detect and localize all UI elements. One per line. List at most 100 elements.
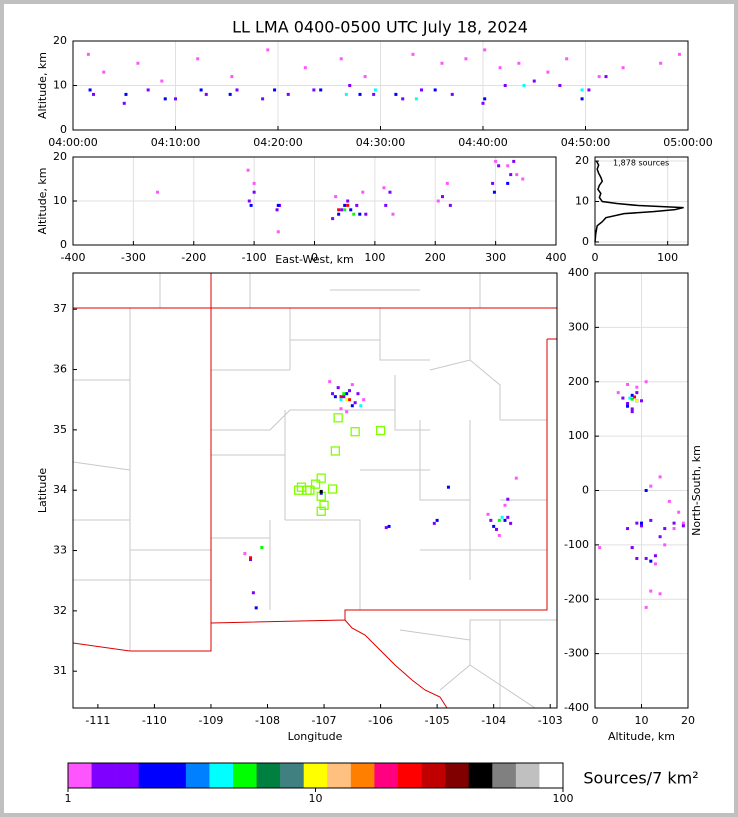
y-tick-label: 0 xyxy=(582,235,589,248)
source-point xyxy=(635,385,639,389)
source-point xyxy=(626,527,630,531)
source-point xyxy=(276,230,280,234)
source-point xyxy=(235,88,239,92)
source-point xyxy=(681,521,685,525)
x-tick-label: -111 xyxy=(85,714,110,727)
source-point xyxy=(532,79,536,83)
x-axis-label: Longitude xyxy=(288,730,343,743)
x-tick-label: -105 xyxy=(425,714,450,727)
source-point xyxy=(414,97,418,101)
source-point xyxy=(319,489,323,493)
source-point xyxy=(506,181,510,185)
x-axis-label: Altitude, km xyxy=(608,730,675,743)
station xyxy=(375,425,386,436)
station xyxy=(305,485,315,495)
colorbar-tick-label: 10 xyxy=(309,792,323,805)
altitude-histogram xyxy=(594,160,684,243)
source-point xyxy=(580,88,584,92)
source-point xyxy=(663,543,667,547)
colorbar-swatch xyxy=(303,763,328,788)
source-point xyxy=(546,70,550,74)
x-tick-label: 0 xyxy=(311,251,318,264)
y-axis-label: North-South, km xyxy=(690,445,703,536)
source-point xyxy=(514,476,518,480)
source-point xyxy=(440,61,444,65)
chart-title: LL LMA 0400-0500 UTC July 18, 2024 xyxy=(232,18,528,37)
y-tick-label: -300 xyxy=(564,647,589,660)
x-axis-label: East-West, km xyxy=(275,253,353,266)
source-point xyxy=(339,57,343,61)
station xyxy=(333,413,343,423)
y-tick-label: 20 xyxy=(53,150,67,163)
source-point xyxy=(340,208,344,212)
colorbar-swatch xyxy=(350,763,375,788)
source-point xyxy=(640,524,643,528)
x-tick-label: 100 xyxy=(657,251,678,264)
source-point xyxy=(630,407,634,411)
y-tick-label: -200 xyxy=(564,592,589,605)
y-tick-label: 31 xyxy=(53,664,67,677)
source-point xyxy=(616,391,620,395)
source-point xyxy=(362,398,366,402)
source-point xyxy=(672,527,676,531)
station xyxy=(327,484,338,494)
x-tick-label: 300 xyxy=(485,251,506,264)
source-point xyxy=(498,66,502,70)
source-point xyxy=(503,503,507,507)
source-point xyxy=(432,521,436,525)
source-point xyxy=(353,401,357,405)
source-point xyxy=(361,190,365,194)
y-tick-label: 20 xyxy=(575,154,589,167)
source-point xyxy=(394,92,398,96)
source-point xyxy=(677,52,681,56)
x-tick-label: 0 xyxy=(592,251,599,264)
y-tick-label: 300 xyxy=(568,320,589,333)
colorbar-swatch xyxy=(445,763,470,788)
colorbar-swatch xyxy=(327,763,352,788)
colorbar-swatch xyxy=(138,763,163,788)
source-point xyxy=(359,404,363,408)
source-point xyxy=(522,84,526,87)
source-point xyxy=(364,212,368,216)
source-point xyxy=(411,52,415,56)
colorbar-swatch xyxy=(185,763,210,788)
source-point xyxy=(630,410,634,414)
source-point xyxy=(336,386,340,390)
axes-frame xyxy=(594,272,689,709)
source-point xyxy=(88,88,92,92)
colorbar-swatch xyxy=(115,763,140,788)
source-point xyxy=(228,92,232,96)
source-point xyxy=(319,491,323,495)
station xyxy=(316,506,326,516)
source-point xyxy=(401,97,405,101)
y-tick-label: 34 xyxy=(53,483,67,496)
y-tick-label: 10 xyxy=(53,194,67,207)
source-point xyxy=(621,396,625,400)
x-tick-label: -200 xyxy=(181,251,206,264)
x-tick-label: 04:40:00 xyxy=(458,136,507,149)
source-point xyxy=(387,524,391,528)
source-point xyxy=(658,535,662,539)
source-point xyxy=(445,181,449,185)
colorbar-swatch xyxy=(398,763,422,788)
x-tick-label: 04:30:00 xyxy=(356,136,405,149)
source-point xyxy=(435,518,439,522)
source-point xyxy=(420,88,423,92)
source-point xyxy=(649,559,653,563)
source-point xyxy=(124,92,128,96)
axes-frame xyxy=(72,40,689,131)
source-point xyxy=(635,521,639,525)
source-point xyxy=(333,395,337,399)
colorbar-tick-label: 100 xyxy=(553,792,574,805)
source-point xyxy=(598,546,602,550)
source-point xyxy=(672,521,676,525)
source-point xyxy=(350,383,354,387)
source-point xyxy=(342,392,346,396)
source-point xyxy=(521,177,525,181)
source-point xyxy=(350,404,354,408)
colorbar-swatch xyxy=(492,763,517,788)
source-point xyxy=(512,159,516,163)
colorbar-swatch xyxy=(515,763,540,788)
source-point xyxy=(506,164,510,168)
source-point xyxy=(312,88,316,92)
